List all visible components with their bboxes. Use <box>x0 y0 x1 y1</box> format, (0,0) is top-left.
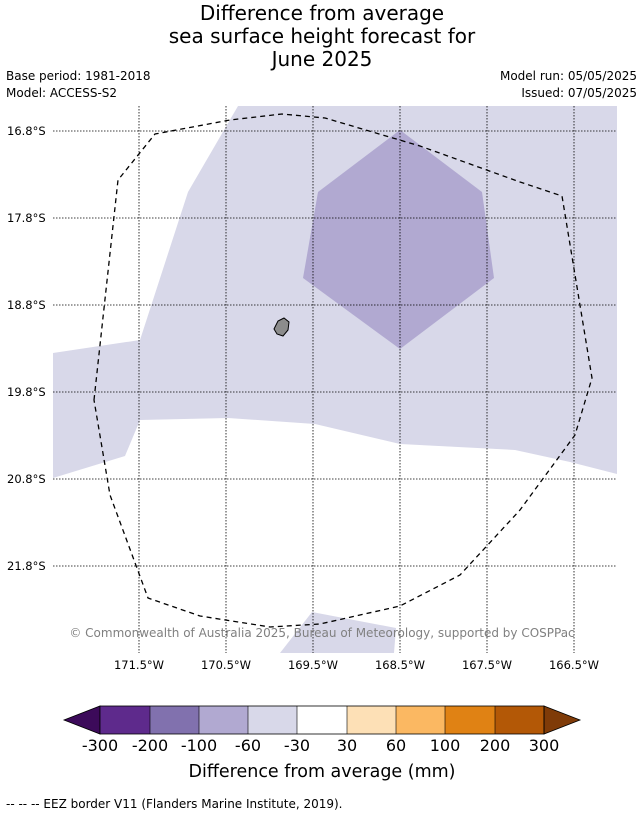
colorbar-dividers <box>149 706 496 734</box>
lat-label: 16.8°S <box>7 124 46 138</box>
colorbar-bin <box>297 706 347 734</box>
colorbar-bin <box>199 706 248 734</box>
lon-label: 166.5°W <box>548 658 600 672</box>
anomaly-region-mid <box>303 130 494 349</box>
lon-label: 168.5°W <box>374 658 426 672</box>
colorbar-title: Difference from average (mm) <box>188 762 456 782</box>
lat-label: 17.8°S <box>7 211 46 225</box>
lon-label: 170.5°W <box>200 658 252 672</box>
lon-label: 171.5°W <box>113 658 165 672</box>
base-period-text: Base period: 1981-2018 <box>6 69 151 83</box>
lon-label: 169.5°W <box>287 658 339 672</box>
colorbar-tick-label: -30 <box>283 736 311 755</box>
colorbar-tick-label: -300 <box>81 736 119 755</box>
title-line-3: June 2025 <box>271 47 373 71</box>
colorbar-tick-label: -100 <box>180 736 218 755</box>
colorbar-bin <box>248 706 297 734</box>
colorbar-tick-label: -60 <box>234 736 262 755</box>
colorbar-bin <box>150 706 199 734</box>
issued-text: Issued: 07/05/2025 <box>521 86 637 100</box>
colorbar-bin <box>445 706 495 734</box>
colorbar-tick-label: 60 <box>385 736 407 755</box>
title-line-2: sea surface height forecast for <box>168 24 476 48</box>
colorbar-outline <box>99 705 545 735</box>
colorbar <box>62 705 582 735</box>
model-run-text: Model run: 05/05/2025 <box>499 69 637 83</box>
lat-label: 20.8°S <box>7 472 46 486</box>
colorbar-extend-low <box>62 705 101 735</box>
lat-label: 18.8°S <box>7 298 46 312</box>
grid-lines <box>53 106 617 653</box>
colorbar-bin <box>100 706 150 734</box>
anomaly-region-light-south <box>280 612 396 653</box>
model-text: Model: ACCESS-S2 <box>6 86 118 100</box>
island-shape <box>273 317 290 337</box>
colorbar-bin <box>396 706 445 734</box>
colorbar-tick-label: -200 <box>131 736 169 755</box>
colorbar-bin <box>347 706 396 734</box>
colorbar-tick-label: 100 <box>429 736 461 755</box>
colorbar-bin <box>495 706 544 734</box>
colorbar-tick-label: 200 <box>479 736 511 755</box>
lon-label: 167.5°W <box>461 658 513 672</box>
colorbar-tick-label: 300 <box>528 736 560 755</box>
lat-label: 19.8°S <box>7 385 46 399</box>
footnote-text: -- -- -- EEZ border V11 (Flanders Marine… <box>6 797 343 811</box>
colorbar-extend-high <box>543 705 582 735</box>
colorbar-tick-label: 30 <box>336 736 358 755</box>
lat-label: 21.8°S <box>7 559 46 573</box>
copyright-text: © Commonwealth of Australia 2025, Bureau… <box>69 626 575 640</box>
title-line-1: Difference from average <box>199 1 445 25</box>
